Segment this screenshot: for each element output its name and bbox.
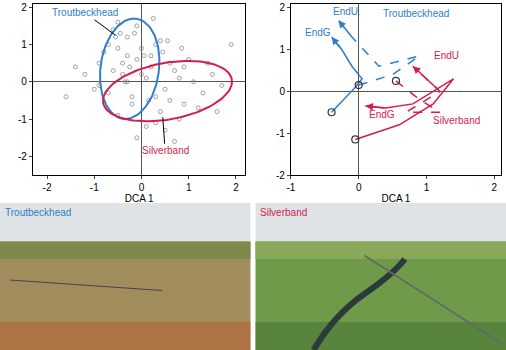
svg-text:0: 0 — [21, 76, 27, 87]
svg-text:EndG: EndG — [305, 27, 331, 38]
svg-text:EndU: EndU — [333, 6, 358, 17]
svg-text:-1: -1 — [90, 182, 99, 193]
svg-text:-1: -1 — [276, 128, 285, 139]
svg-text:DCA 1: DCA 1 — [125, 193, 154, 204]
svg-text:EndG: EndG — [369, 109, 395, 120]
svg-text:DCA 1: DCA 1 — [381, 193, 410, 204]
svg-text:Troutbeckhead: Troutbeckhead — [52, 7, 118, 18]
svg-text:Troutbeckhead: Troutbeckhead — [5, 207, 71, 218]
svg-text:1: 1 — [424, 182, 430, 193]
svg-text:2: 2 — [233, 182, 239, 193]
svg-text:Silverband: Silverband — [260, 207, 307, 218]
svg-text:1: 1 — [279, 44, 285, 55]
svg-text:2: 2 — [279, 2, 285, 13]
svg-text:0: 0 — [279, 86, 285, 97]
svg-text:0: 0 — [139, 182, 145, 193]
svg-text:-1: -1 — [286, 182, 295, 193]
svg-text:-2: -2 — [276, 170, 285, 181]
svg-text:-2: -2 — [18, 151, 27, 162]
svg-text:EndU: EndU — [434, 50, 459, 61]
svg-text:1: 1 — [21, 39, 27, 50]
svg-text:Troutbeckhead: Troutbeckhead — [383, 8, 449, 19]
svg-text:1: 1 — [186, 182, 192, 193]
svg-text:Silverband: Silverband — [142, 145, 189, 156]
svg-text:2: 2 — [491, 182, 497, 193]
svg-text:Silverband: Silverband — [433, 115, 480, 126]
svg-text:2: 2 — [21, 2, 27, 13]
svg-text:-2: -2 — [43, 182, 52, 193]
svg-text:0: 0 — [356, 182, 362, 193]
svg-text:-1: -1 — [18, 114, 27, 125]
